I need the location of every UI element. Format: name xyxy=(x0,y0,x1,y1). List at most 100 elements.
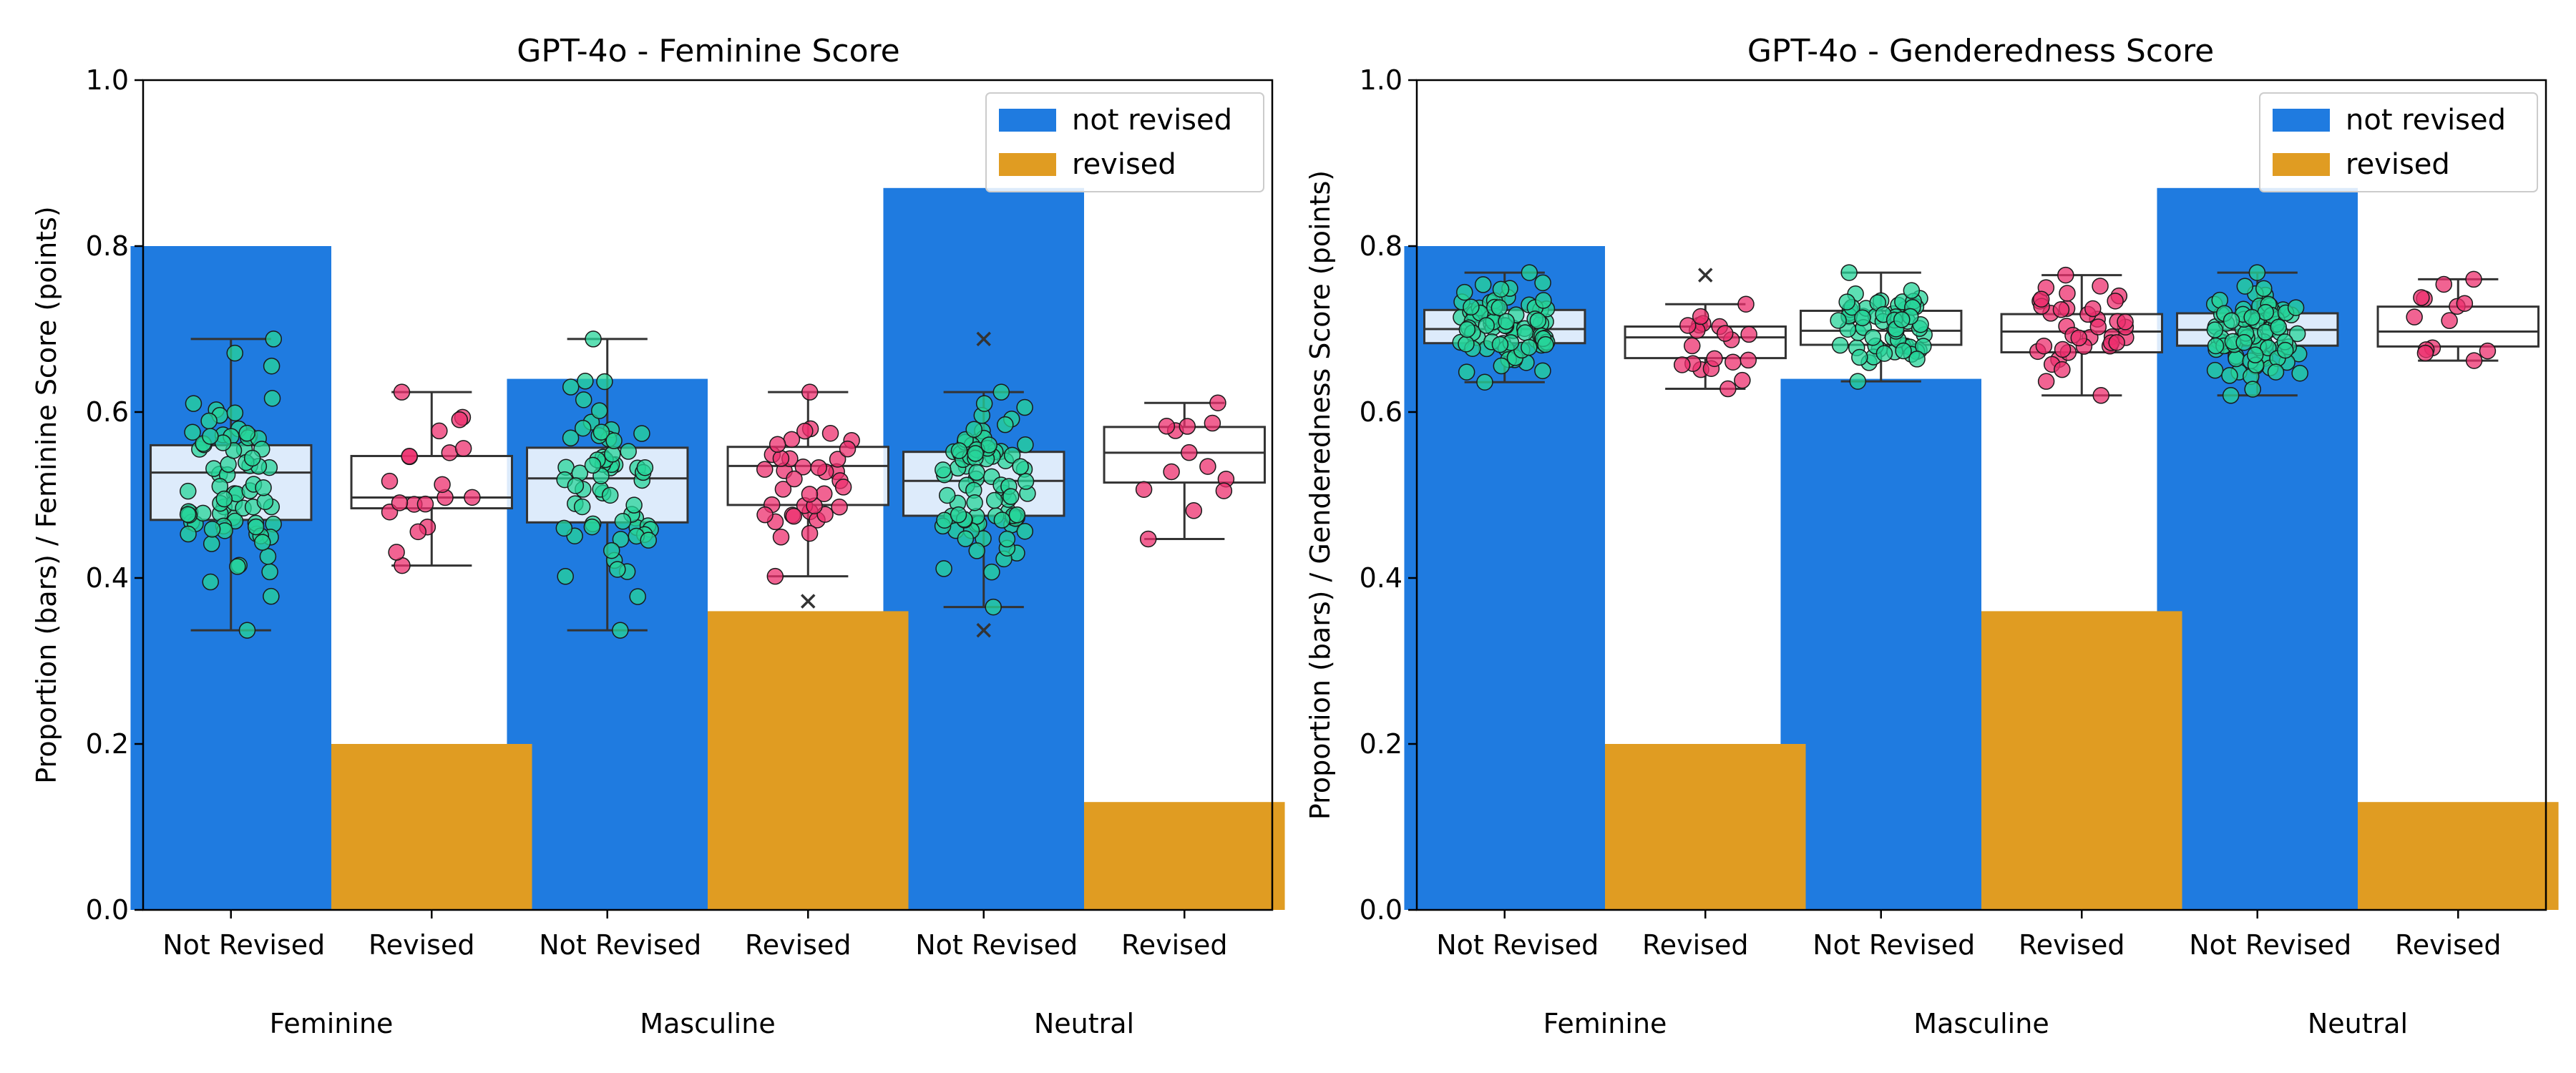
data-point xyxy=(2207,337,2225,355)
data-point xyxy=(2035,337,2053,355)
data-point xyxy=(2092,278,2109,295)
data-point xyxy=(381,472,399,490)
data-point xyxy=(968,542,985,559)
legend-swatch-revised xyxy=(999,153,1056,176)
data-point xyxy=(592,423,610,441)
data-point xyxy=(2052,301,2070,318)
data-point xyxy=(1016,398,1033,416)
y-tick-label: 0.8 xyxy=(86,230,129,262)
data-point xyxy=(605,432,623,449)
data-point xyxy=(1830,312,1847,329)
data-point xyxy=(1864,329,1882,346)
x-tick-label: Revised xyxy=(1121,929,1227,961)
data-point xyxy=(810,459,827,476)
data-point xyxy=(1692,308,1709,325)
data-point xyxy=(2441,312,2458,329)
data-point xyxy=(1895,342,1912,360)
data-point xyxy=(636,459,654,476)
data-point xyxy=(2413,289,2430,306)
y-tick-label: 0.0 xyxy=(1360,894,1402,926)
bar-revised-feminine xyxy=(1605,744,1806,910)
data-point xyxy=(980,436,997,454)
data-point xyxy=(2223,312,2240,329)
data-point xyxy=(1875,345,1893,362)
legend-label: not revised xyxy=(1072,104,1232,137)
x-tick-label: Not Revised xyxy=(2189,929,2351,961)
data-point xyxy=(590,402,608,419)
data-point xyxy=(829,451,847,468)
data-point xyxy=(567,477,585,494)
data-point xyxy=(998,530,1016,548)
points-neutral-revised xyxy=(2406,270,2497,369)
data-point xyxy=(2465,270,2482,288)
data-point xyxy=(614,513,632,530)
data-point xyxy=(1185,502,1203,519)
data-point xyxy=(831,499,848,516)
data-point xyxy=(967,445,984,462)
data-point xyxy=(1002,488,1020,505)
y-tick-label: 0.4 xyxy=(86,562,129,594)
data-point xyxy=(1008,506,1026,524)
data-point xyxy=(2108,334,2125,351)
data-point xyxy=(416,495,434,513)
data-point xyxy=(2107,293,2124,310)
x-tick-label: Not Revised xyxy=(539,929,701,961)
y-tick-label: 0.4 xyxy=(1360,562,1402,594)
data-point xyxy=(2287,299,2305,316)
data-point xyxy=(950,506,967,524)
data-point xyxy=(229,558,246,575)
data-point xyxy=(2059,285,2076,302)
data-point xyxy=(786,470,803,488)
data-point xyxy=(2255,280,2273,298)
data-point xyxy=(1521,264,1538,281)
data-point xyxy=(1179,418,1196,435)
data-point xyxy=(625,496,643,514)
bar-revised-masculine xyxy=(1981,611,2182,910)
data-point xyxy=(1158,418,1176,435)
data-point xyxy=(575,391,592,408)
data-point xyxy=(2057,266,2074,284)
data-point xyxy=(1458,320,1476,338)
data-point xyxy=(1673,356,1691,373)
bar-revised-feminine xyxy=(331,744,532,910)
data-point xyxy=(393,383,411,401)
data-point xyxy=(821,425,839,442)
data-point xyxy=(2206,321,2224,338)
data-point xyxy=(839,440,857,458)
data-point xyxy=(1163,463,1180,481)
data-point xyxy=(557,568,574,585)
data-point xyxy=(584,456,602,474)
data-point xyxy=(1012,458,1029,476)
data-point xyxy=(263,390,281,407)
data-point xyxy=(1199,458,1216,475)
data-point xyxy=(774,481,792,498)
data-point xyxy=(2244,381,2261,398)
data-point xyxy=(815,485,833,502)
data-point xyxy=(1478,317,1495,334)
data-point xyxy=(243,449,261,467)
legend: not revised revised xyxy=(985,92,1264,192)
data-point xyxy=(772,450,790,467)
data-point xyxy=(935,461,952,479)
data-point xyxy=(2084,300,2102,318)
points-masculine-revised xyxy=(756,383,860,585)
data-point xyxy=(935,560,952,577)
data-point xyxy=(1463,298,1480,316)
points-feminine-revised xyxy=(381,383,481,574)
x-tick-label: Not Revised xyxy=(915,929,1078,961)
category-label-masculine: Masculine xyxy=(640,1008,775,1039)
data-point xyxy=(1458,335,1475,353)
legend-swatch-not-revised xyxy=(999,109,1056,132)
data-point xyxy=(454,440,472,457)
category-label-feminine: Feminine xyxy=(270,1008,394,1039)
data-point xyxy=(2236,278,2254,295)
data-point xyxy=(2291,364,2308,382)
data-point xyxy=(601,486,619,504)
data-point xyxy=(179,506,197,523)
points-feminine-not-revised xyxy=(179,330,283,639)
data-point xyxy=(785,507,803,525)
points-neutral-not-revised xyxy=(934,383,1036,616)
data-point xyxy=(1716,325,1734,342)
data-point xyxy=(2406,308,2423,325)
data-point xyxy=(1492,280,1510,298)
